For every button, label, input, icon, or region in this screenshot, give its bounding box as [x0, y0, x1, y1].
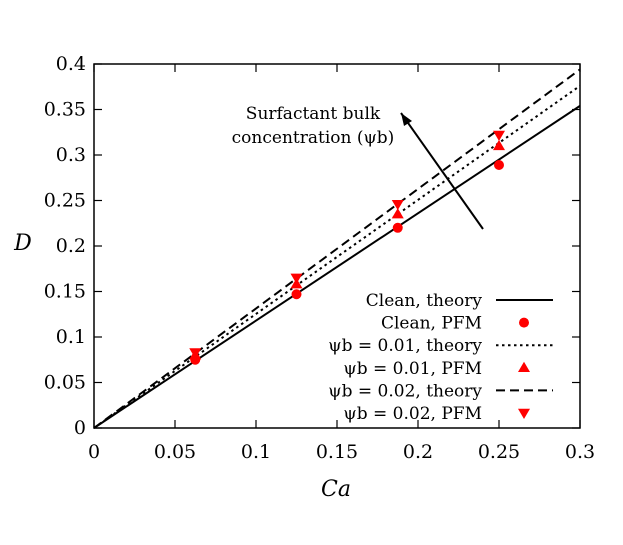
- y-tick-label: 0: [74, 417, 86, 439]
- series-line-4: [93, 68, 581, 429]
- series-1-point: [291, 289, 302, 300]
- legend-label-3: ψb = 0.01, PFM: [343, 359, 482, 379]
- legend-swatch-1: [519, 317, 529, 328]
- y-tick-label: 0.2: [56, 235, 86, 257]
- y-tick-label: 0.15: [44, 281, 86, 303]
- x-tick-label: 0.15: [316, 441, 358, 463]
- x-axis-label: Ca: [321, 477, 351, 502]
- series-5-point: [290, 273, 303, 284]
- legend-swatch-3: [518, 361, 530, 372]
- annotation-line1: Surfactant bulk: [246, 104, 381, 124]
- y-tick-label: 0.1: [56, 326, 86, 348]
- x-tick-label: 0.05: [154, 441, 196, 463]
- x-tick-label: 0.3: [565, 441, 595, 463]
- x-tick-label: 0: [88, 441, 100, 463]
- legend-label-1: Clean, PFM: [381, 314, 482, 334]
- series-line-0: [93, 105, 581, 429]
- annotation-arrowhead: [401, 113, 412, 126]
- series-5-point: [189, 348, 202, 359]
- y-tick-label: 0.25: [44, 190, 86, 212]
- x-tick-label: 0.25: [478, 441, 520, 463]
- annotation-line2: concentration (ψb): [232, 128, 395, 148]
- y-tick-label: 0.3: [56, 144, 86, 166]
- legend-swatch-5: [518, 408, 530, 419]
- y-axis-label: D: [13, 231, 32, 256]
- annotation-arrow: [400, 112, 484, 230]
- series-3-point: [391, 208, 404, 219]
- series-5-point: [391, 199, 404, 211]
- series-5-point: [493, 130, 505, 141]
- legend-label-0: Clean, theory: [366, 291, 483, 311]
- y-tick-label: 0.4: [56, 53, 86, 75]
- y-tick-label: 0.05: [44, 372, 86, 394]
- x-tick-label: 0.2: [403, 441, 433, 463]
- series-1-point: [494, 160, 504, 171]
- y-tick-label: 0.35: [44, 99, 86, 121]
- legend-label-5: ψb = 0.02, PFM: [343, 404, 482, 424]
- legend-label-4: ψb = 0.02, theory: [328, 381, 482, 401]
- series-3-point: [493, 139, 505, 151]
- series-1-point: [392, 222, 403, 233]
- x-tick-label: 0.1: [241, 441, 271, 463]
- legend-label-2: ψb = 0.01, theory: [328, 336, 482, 356]
